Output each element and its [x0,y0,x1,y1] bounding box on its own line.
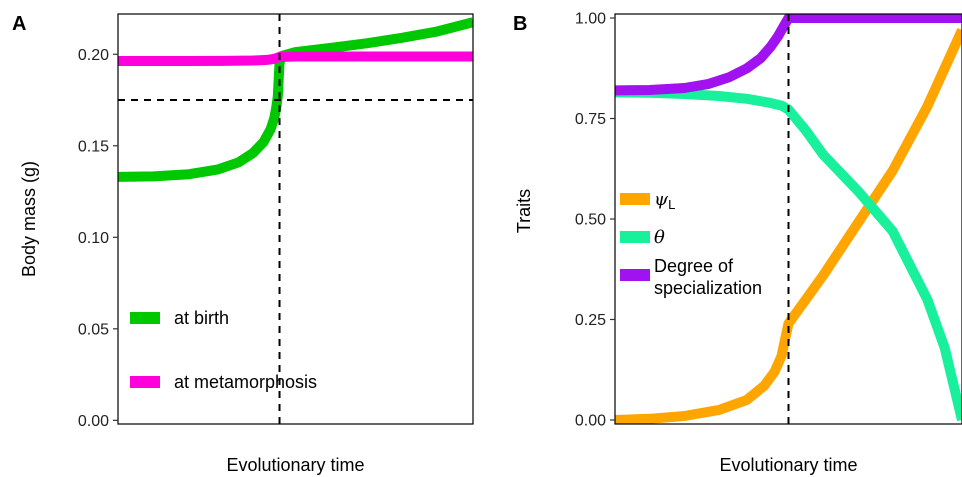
y-tick-label: 0.00 [78,413,109,430]
y-tick-label: 0.00 [575,412,606,429]
series-line-1 [615,28,962,424]
y-tick-label: 0.15 [78,138,109,155]
y-tick-label: 0.75 [575,111,606,128]
legend: ψL θ Degree of specialization [620,189,762,298]
legend-label: at birth [174,308,229,328]
legend-label: ψL [654,189,675,212]
plot-frame [117,13,474,425]
series-line-1 [118,17,473,182]
panel-label: A [12,13,26,35]
series-group [118,17,473,182]
plot-frame [614,13,962,425]
y-axis-title: Traits [514,189,534,233]
y-tick-label: 1.00 [575,11,606,28]
panel-label: B [513,13,527,35]
legend-label: at metamorphosis [174,372,317,392]
y-tick-label: 0.10 [78,230,109,247]
legend-swatch [620,231,650,243]
x-axis-title: Evolutionary time [719,455,857,475]
legend-label: θ [654,227,665,248]
series-line-2 [118,51,473,66]
y-axis-title: Body mass (g) [19,161,39,277]
y-tick-label: 0.50 [575,212,606,229]
legend-label: Degree of specialization [654,256,762,298]
legend-swatch [620,269,650,281]
y-tick-label: 0.05 [78,321,109,338]
legend: at birth at metamorphosis [130,308,317,392]
y-tick-label: 0.20 [78,47,109,64]
legend-swatch [620,193,650,205]
panel-b: B 0.00 0.25 0.50 0.75 1.00 Evolutionary time Tr… [513,11,962,475]
legend-swatch [130,376,160,388]
y-tick-label: 0.25 [575,312,606,329]
series-line-3 [615,14,962,96]
panel-a: A 0.00 0.05 0.10 0.15 0.20 Evolutionary time Bo… [12,13,474,475]
series-group [615,14,962,424]
x-axis-title: Evolutionary time [226,455,364,475]
legend-swatch [130,312,160,324]
